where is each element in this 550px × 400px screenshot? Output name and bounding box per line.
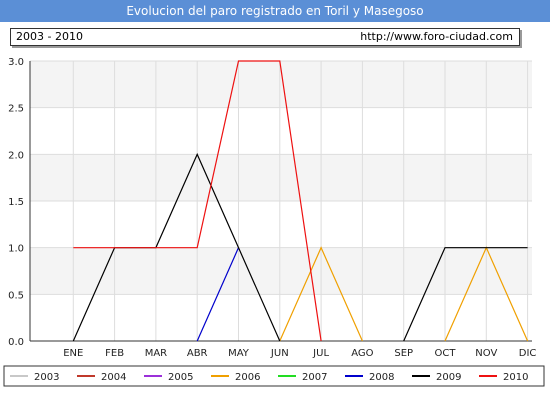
- x-tick-label: AGO: [351, 348, 373, 359]
- period-label: 2003 - 2010: [16, 30, 83, 43]
- x-tick-label: OCT: [435, 348, 457, 359]
- legend-label-2008: 2008: [369, 372, 394, 383]
- x-tick-labels: ENE FEB MAR ABR MAY JUN JUL AGO SEP OCT NOV DIC: [63, 348, 536, 359]
- legend-label-2003: 2003: [34, 372, 59, 383]
- legend-label-2005: 2005: [168, 372, 193, 383]
- legend-label-2004: 2004: [101, 372, 126, 383]
- y-tick-label: 3.0: [8, 57, 24, 68]
- y-tick-label: 2.5: [8, 104, 24, 115]
- y-tick-label: 1.5: [8, 197, 24, 208]
- x-tick-label: JUL: [312, 348, 329, 359]
- chart-title: Evolucion del paro registrado en Toril y…: [0, 0, 550, 22]
- legend-label-2010: 2010: [503, 372, 528, 383]
- legend-box: [3, 365, 545, 387]
- plot-band: [30, 107, 532, 155]
- source-url: http://www.foro-ciudad.com: [360, 30, 513, 43]
- plot-band: [30, 154, 532, 201]
- legend-label-2007: 2007: [302, 372, 327, 383]
- x-tick-label: ENE: [63, 348, 83, 359]
- series-2008-line: [196, 247, 240, 342]
- x-tick-label: MAY: [228, 348, 250, 359]
- plot-band: [30, 247, 532, 295]
- x-tick-label: SEP: [394, 348, 413, 359]
- series-2006-line: [279, 246, 363, 342]
- x-tick-label: DIC: [519, 348, 537, 359]
- x-tick-label: FEB: [105, 348, 124, 359]
- y-tick-label: 0.0: [8, 337, 24, 348]
- series-lines: [72, 60, 529, 342]
- x-tick-label: MAR: [145, 348, 167, 359]
- legend: 2003 2004 2005 2006 2007 2008 2009 2010: [3, 365, 545, 387]
- series-2009-line: [403, 247, 528, 342]
- y-tick-label: 0.5: [8, 290, 24, 301]
- y-tick-label: 1.0: [8, 244, 24, 255]
- x-tick-label: NOV: [475, 348, 497, 359]
- x-tick-label: ABR: [187, 348, 208, 359]
- legend-label-2006: 2006: [235, 372, 260, 383]
- y-tick-label: 2.0: [8, 150, 24, 161]
- axes: [29, 61, 532, 342]
- legend-label-2009: 2009: [436, 372, 461, 383]
- series-2010-line: [73, 60, 322, 342]
- plot-band: [30, 294, 532, 341]
- plot-band: [30, 201, 532, 248]
- x-tick-label: JUN: [270, 348, 289, 359]
- info-box: 2003 - 2010 http://www.foro-ciudad.com: [10, 28, 520, 46]
- series-2009-line: [72, 152, 281, 342]
- y-tick-labels: 0.0 0.5 1.0 1.5 2.0 2.5 3.0: [8, 57, 24, 348]
